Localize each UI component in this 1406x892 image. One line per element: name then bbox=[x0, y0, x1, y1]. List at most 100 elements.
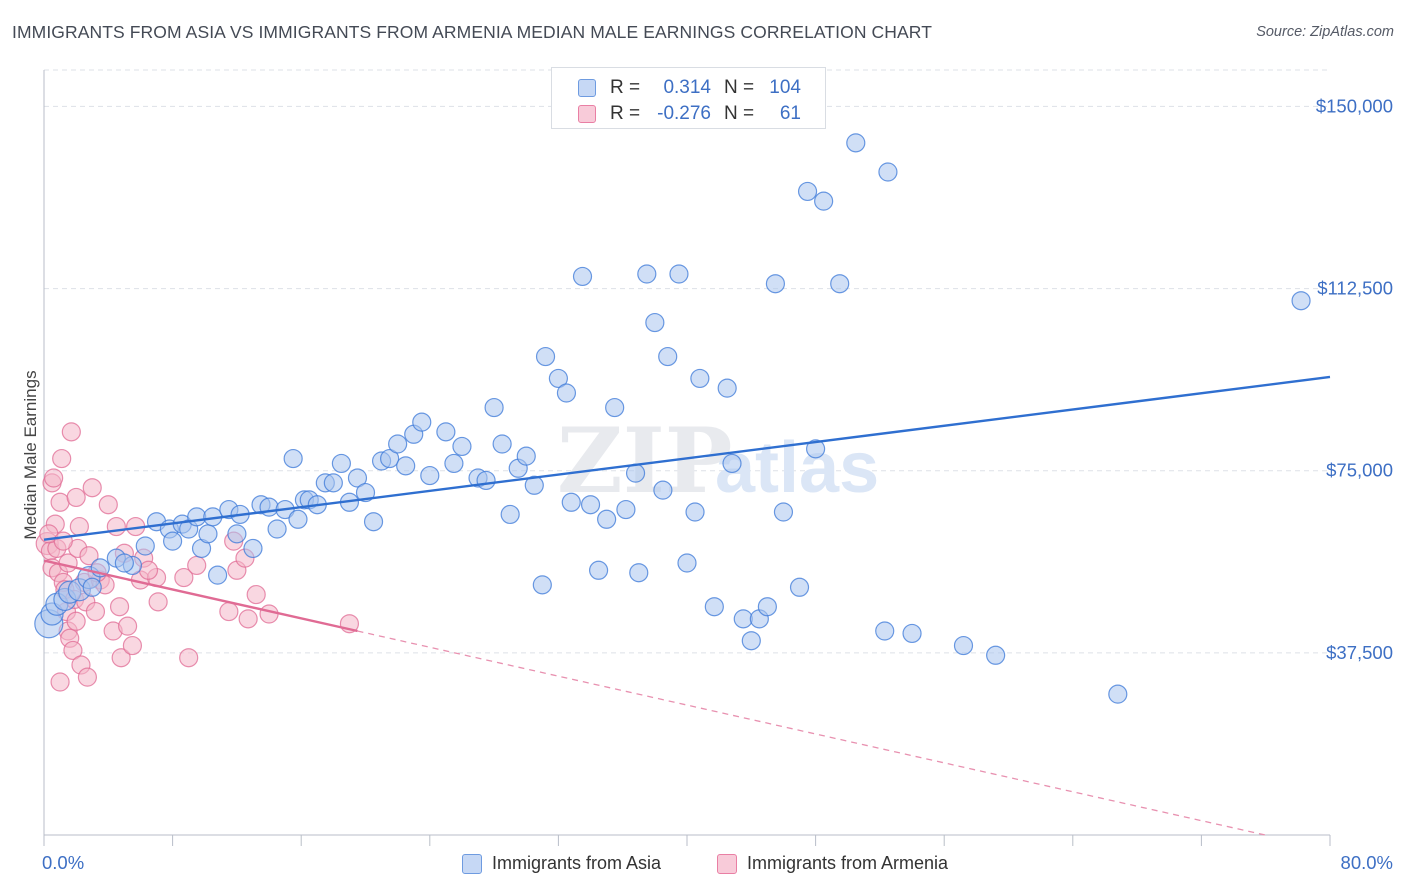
asia-point bbox=[722, 453, 742, 474]
asia-point bbox=[677, 553, 697, 573]
armenia-point bbox=[122, 635, 143, 656]
armenia-point bbox=[82, 478, 102, 498]
asia-point bbox=[875, 621, 895, 641]
asia-point bbox=[198, 524, 218, 544]
asia-point bbox=[476, 470, 496, 491]
armenia-point bbox=[85, 601, 106, 622]
asia-point bbox=[187, 507, 207, 527]
asia-point bbox=[259, 497, 279, 517]
asia-point bbox=[227, 524, 247, 544]
armenia-point bbox=[246, 584, 266, 605]
n-label: N = bbox=[724, 77, 755, 98]
armenia-point bbox=[44, 468, 64, 488]
n-label: N = bbox=[724, 103, 755, 124]
asia-point bbox=[902, 623, 922, 644]
armenia-point bbox=[50, 492, 70, 512]
asia-point bbox=[953, 635, 974, 656]
source-label: Source: ZipAtlas.com bbox=[1256, 24, 1394, 40]
armenia-point bbox=[79, 546, 99, 566]
armenia-point bbox=[111, 648, 131, 668]
y-axis-label: Median Male Earnings bbox=[21, 370, 40, 540]
asia-point bbox=[380, 448, 400, 469]
asia-point bbox=[580, 495, 601, 515]
asia-point bbox=[789, 577, 810, 597]
axes bbox=[43, 70, 1331, 846]
asia-point bbox=[163, 531, 183, 551]
asia-point bbox=[733, 609, 753, 629]
asia-point bbox=[396, 456, 416, 476]
asia-point bbox=[331, 453, 351, 474]
armenia-point bbox=[52, 448, 72, 469]
asia-point bbox=[805, 439, 826, 459]
chart-title: IMMIGRANTS FROM ASIA VS IMMIGRANTS FROM … bbox=[12, 22, 933, 42]
asia-point bbox=[267, 519, 287, 539]
asia-point bbox=[135, 536, 155, 556]
y-tick-labels: $37,500 $75,000 $112,500 $150,000 bbox=[1316, 95, 1393, 662]
asia-point bbox=[452, 436, 472, 457]
asia-point bbox=[363, 512, 384, 532]
x-tick-labels: 0.0% 80.0% bbox=[42, 852, 1393, 873]
x-tick-label-max: 80.0% bbox=[1341, 852, 1393, 873]
armenia-point bbox=[179, 648, 199, 668]
asia-point bbox=[288, 509, 308, 529]
armenia-point bbox=[61, 422, 81, 442]
asia-point bbox=[629, 563, 649, 583]
trend-line-asia bbox=[43, 375, 1331, 541]
asia-point bbox=[717, 378, 737, 398]
y-tick-label: $112,500 bbox=[1317, 278, 1393, 299]
asia-point bbox=[605, 397, 625, 418]
asia-point bbox=[773, 502, 794, 522]
asia-point bbox=[616, 499, 636, 520]
asia-point bbox=[690, 368, 710, 389]
asia-point bbox=[355, 482, 376, 503]
asia-point bbox=[208, 565, 228, 585]
asia-point bbox=[347, 468, 368, 488]
asia-point bbox=[765, 274, 786, 294]
trend-line-armenia bbox=[43, 559, 358, 633]
armenia-point bbox=[187, 555, 207, 576]
asia-point bbox=[685, 502, 705, 522]
legend-swatch-armenia bbox=[578, 105, 596, 123]
armenia-point bbox=[66, 487, 86, 508]
n-value: 104 bbox=[769, 77, 801, 98]
asia-point bbox=[653, 480, 673, 500]
r-label: R = bbox=[610, 77, 641, 98]
armenia-point bbox=[66, 611, 86, 631]
asia-point bbox=[637, 264, 657, 284]
asia-point bbox=[412, 412, 432, 432]
asia-point bbox=[420, 465, 440, 486]
asia-point bbox=[597, 509, 617, 529]
asia-point bbox=[524, 475, 544, 495]
asia-point bbox=[283, 448, 303, 469]
y-tick-label: $75,000 bbox=[1326, 460, 1393, 481]
armenia-point bbox=[138, 560, 159, 580]
asia-point bbox=[561, 492, 581, 512]
asia-point bbox=[556, 383, 577, 403]
legend-label-asia: Immigrants from Asia bbox=[492, 853, 662, 873]
asia-point bbox=[436, 422, 456, 442]
armenia-point bbox=[77, 667, 98, 687]
asia-point bbox=[704, 597, 724, 617]
asia-point bbox=[484, 397, 504, 418]
armenia-point bbox=[50, 672, 70, 692]
asia-point bbox=[114, 553, 134, 573]
armenia-point bbox=[238, 609, 258, 629]
r-value: -0.276 bbox=[657, 103, 711, 124]
n-value: 61 bbox=[779, 103, 801, 124]
legend-swatch-asia bbox=[578, 79, 596, 97]
correlation-legend: R = 0.314 N = 104 R = -0.276 N = 61 bbox=[551, 67, 826, 129]
asia-point bbox=[986, 645, 1006, 665]
asia-point bbox=[588, 560, 609, 580]
asia-point bbox=[797, 181, 818, 202]
armenia-point bbox=[259, 604, 279, 624]
asia-point bbox=[323, 473, 343, 493]
asia-point bbox=[1291, 291, 1311, 311]
asia-point bbox=[669, 264, 689, 284]
r-label: R = bbox=[610, 103, 641, 124]
asia-point bbox=[535, 346, 556, 367]
r-value: 0.314 bbox=[663, 77, 711, 98]
watermark-zip: ZIP bbox=[557, 408, 732, 514]
watermark-atlas: atlas bbox=[715, 428, 879, 508]
asia-point bbox=[645, 312, 665, 333]
armenia-point bbox=[148, 592, 168, 612]
